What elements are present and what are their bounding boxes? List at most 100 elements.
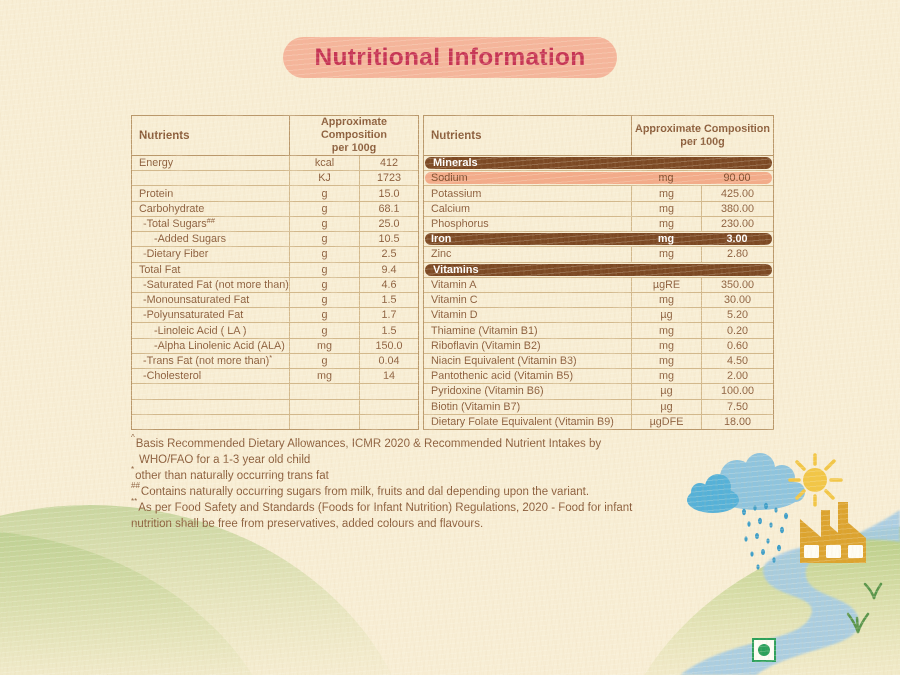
footnote-line: **As per Food Safety and Standards (Food… xyxy=(131,497,741,517)
nutrient-unit xyxy=(289,414,359,429)
nutrient-value xyxy=(359,399,418,414)
nutrient-value: 100.00 xyxy=(701,384,773,399)
nutrient-name: Protein xyxy=(132,186,289,200)
nutrient-value: 14 xyxy=(359,369,418,384)
table-row xyxy=(132,413,418,429)
nutrient-value xyxy=(359,414,418,429)
nutrient-name: Total Fat xyxy=(132,263,289,277)
nutrient-value: 15.0 xyxy=(359,186,418,201)
nutrient-label: Vitamin D xyxy=(431,309,478,322)
table-row: Potassium mg 425.00 xyxy=(424,185,773,201)
nutrient-value: 1.5 xyxy=(359,292,418,308)
table-row: Zinc mg 2.80 xyxy=(424,246,773,262)
nutrient-label: -Total Sugars xyxy=(143,217,207,230)
nutrient-unit: µgDFE xyxy=(631,414,701,429)
nutrient-value: 10.5 xyxy=(359,232,418,247)
nutrient-unit: g xyxy=(289,292,359,308)
nutrient-value: 380.00 xyxy=(701,201,773,216)
nutrient-value: 1.5 xyxy=(359,323,418,338)
table-body: Energy kcal 412 KJ 1723 Protein g 15.0 Carbohydr… xyxy=(132,156,418,429)
nutrient-label: Vitamin C xyxy=(431,294,478,307)
nutrient-unit xyxy=(289,384,359,399)
table-row: Vitamin D µg 5.20 xyxy=(424,307,773,323)
nutrient-unit: mg xyxy=(631,338,701,353)
table-row: Calcium mg 380.00 xyxy=(424,200,773,216)
nutrient-unit: KJ xyxy=(289,171,359,186)
nutrient-unit: mg xyxy=(631,369,701,384)
grass-icon xyxy=(846,582,883,634)
table-row: -Dietary Fiber g 2.5 xyxy=(132,246,418,262)
nutrient-label: Carbohydrate xyxy=(139,202,205,215)
nutrient-value: 0.04 xyxy=(359,353,418,369)
nutrient-unit: mg xyxy=(631,323,701,338)
nutrient-unit: mg xyxy=(631,216,701,232)
nutrient-unit: mg xyxy=(658,172,674,185)
nutrient-label: Thiamine (Vitamin B1) xyxy=(431,324,538,337)
nutrient-name: Potassium xyxy=(424,186,631,200)
nutrient-value: 230.00 xyxy=(701,216,773,232)
footnote-text: As per Food Safety and Standards (Foods … xyxy=(138,501,633,514)
nutrient-label: Calcium xyxy=(431,202,470,215)
nutrient-value: 7.50 xyxy=(701,399,773,414)
nutrient-unit: g xyxy=(289,308,359,323)
nutrient-value: 30.00 xyxy=(701,292,773,308)
table-row: KJ 1723 xyxy=(132,170,418,186)
nutrient-value: 1.7 xyxy=(359,308,418,323)
nutrient-unit: µg xyxy=(631,399,701,414)
table-row: Pyridoxine (Vitamin B6) µg 100.00 xyxy=(424,383,773,399)
nutrient-label: -Cholesterol xyxy=(143,370,202,383)
nutrient-unit: mg xyxy=(631,353,701,369)
nutrient-unit: µg xyxy=(631,308,701,323)
footnote-line: ^Basis Recommended Dietary Allowances, I… xyxy=(131,434,741,453)
nutrient-value: 4.50 xyxy=(701,353,773,369)
nutrient-label: Phosphorus xyxy=(431,217,489,230)
nutrient-value: 150.0 xyxy=(359,338,418,353)
table-row: -Trans Fat (not more than) * g 0.04 xyxy=(132,352,418,369)
nutrient-label: Vitamin A xyxy=(431,278,477,291)
nutrient-unit: g xyxy=(289,323,359,338)
nutrient-unit xyxy=(289,399,359,414)
table-row: Riboflavin (Vitamin B2) mg 0.60 xyxy=(424,337,773,353)
page-title: Nutritional Information xyxy=(314,43,586,71)
nutrient-name xyxy=(132,171,289,185)
footnote-line: *other than naturally occurring trans fa… xyxy=(131,465,741,485)
footnote-line: nutrition shall be free from preservativ… xyxy=(131,517,741,533)
nutrient-unit: g xyxy=(289,247,359,262)
nutrient-label: Pyridoxine (Vitamin B6) xyxy=(431,385,544,398)
table-row: Pantothenic acid (Vitamin B5) mg 2.00 xyxy=(424,368,773,384)
nutrient-label: Iron xyxy=(431,233,452,246)
nutrient-value: 9.4 xyxy=(359,262,418,277)
nutrient-unit: mg xyxy=(631,186,701,201)
nutrient-value: 0.60 xyxy=(701,338,773,353)
table-row: -Added Sugars g 10.5 xyxy=(132,231,418,247)
footnote-line: ##Contains naturally occurring sugars fr… xyxy=(131,481,741,501)
sun-icon xyxy=(788,453,843,507)
nutrient-name: Calcium xyxy=(424,202,631,216)
nutrient-label: -Trans Fat (not more than) xyxy=(143,354,270,367)
table-row: Thiamine (Vitamin B1) mg 0.20 xyxy=(424,322,773,338)
table-row: Dietary Folate Equivalent (Vitamin B9) µg… xyxy=(424,413,773,429)
nutrient-value: 68.1 xyxy=(359,201,418,216)
nutrient-value: 90.00 xyxy=(723,172,751,185)
nutrient-label: Total Fat xyxy=(139,263,181,276)
hill-left xyxy=(0,505,392,675)
nutrient-value: 2.80 xyxy=(701,247,773,262)
nutrient-unit: mg xyxy=(289,369,359,384)
nutrient-unit: mg xyxy=(657,233,675,246)
column-header-composition: Approximate Composition per 100g xyxy=(289,116,418,155)
nutrient-label: Niacin Equivalent (Vitamin B3) xyxy=(431,354,577,367)
column-header-composition-line1: Approximate Composition xyxy=(321,116,387,141)
table-row xyxy=(132,398,418,414)
nutrient-name: Vitamin C xyxy=(424,293,631,307)
nutrient-name xyxy=(132,384,289,398)
nutrient-name: Zinc xyxy=(424,247,631,261)
nutrient-name: Biotin (Vitamin B7) xyxy=(424,400,631,414)
footnote-text: other than naturally occurring trans fat xyxy=(135,469,329,482)
nutrient-name: -Cholesterol xyxy=(132,369,289,383)
table-row: -Alpha Linolenic Acid (ALA) mg 150.0 xyxy=(132,337,418,353)
nutrition-table-macros: Nutrients Approximate Composition per 10… xyxy=(131,115,419,430)
nutrient-label: -Monounsaturated Fat xyxy=(143,294,250,307)
nutrient-name: -Saturated Fat (not more than) xyxy=(132,278,289,292)
section-banner xyxy=(425,157,772,170)
